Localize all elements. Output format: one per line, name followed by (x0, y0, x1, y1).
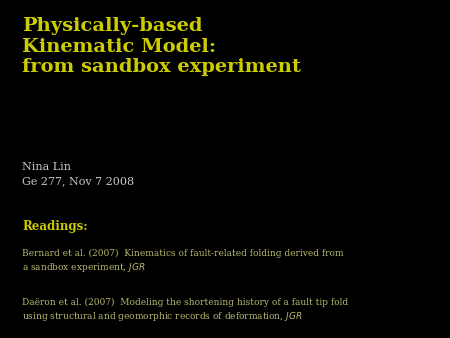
Text: Daëron et al. (2007)  Modeling the shortening history of a fault tip fold
using : Daëron et al. (2007) Modeling the shorte… (22, 297, 349, 323)
Text: Readings:: Readings: (22, 220, 88, 233)
Text: Bernard et al. (2007)  Kinematics of fault-related folding derived from
a sandbo: Bernard et al. (2007) Kinematics of faul… (22, 248, 344, 274)
Text: Nina Lin
Ge 277, Nov 7 2008: Nina Lin Ge 277, Nov 7 2008 (22, 162, 135, 186)
Text: Physically-based
Kinematic Model:
from sandbox experiment: Physically-based Kinematic Model: from s… (22, 17, 302, 76)
